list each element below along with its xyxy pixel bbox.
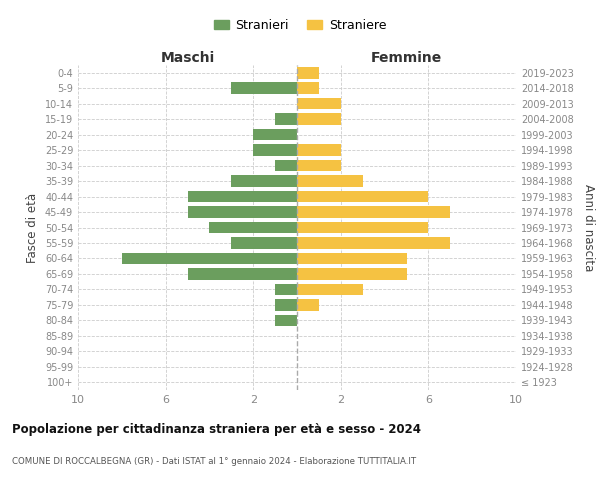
Bar bbox=[209, 222, 297, 234]
Bar bbox=[297, 284, 363, 295]
Bar bbox=[232, 237, 297, 249]
Bar bbox=[232, 176, 297, 187]
Bar bbox=[275, 299, 297, 310]
Bar bbox=[297, 144, 341, 156]
Bar bbox=[297, 252, 407, 264]
Bar bbox=[297, 222, 428, 234]
Bar bbox=[122, 252, 297, 264]
Text: Femmine: Femmine bbox=[371, 51, 442, 65]
Text: Popolazione per cittadinanza straniera per età e sesso - 2024: Popolazione per cittadinanza straniera p… bbox=[12, 422, 421, 436]
Bar bbox=[297, 237, 451, 249]
Bar bbox=[188, 206, 297, 218]
Bar bbox=[297, 98, 341, 110]
Text: Maschi: Maschi bbox=[160, 51, 215, 65]
Bar bbox=[275, 160, 297, 172]
Bar bbox=[253, 144, 297, 156]
Bar bbox=[297, 176, 363, 187]
Bar bbox=[297, 114, 341, 125]
Bar bbox=[297, 268, 407, 280]
Bar bbox=[275, 114, 297, 125]
Bar bbox=[297, 160, 341, 172]
Text: COMUNE DI ROCCALBEGNA (GR) - Dati ISTAT al 1° gennaio 2024 - Elaborazione TUTTIT: COMUNE DI ROCCALBEGNA (GR) - Dati ISTAT … bbox=[12, 458, 416, 466]
Bar bbox=[297, 190, 428, 202]
Bar bbox=[297, 82, 319, 94]
Bar bbox=[275, 314, 297, 326]
Bar bbox=[297, 299, 319, 310]
Legend: Stranieri, Straniere: Stranieri, Straniere bbox=[209, 14, 391, 37]
Y-axis label: Anni di nascita: Anni di nascita bbox=[582, 184, 595, 271]
Bar bbox=[188, 190, 297, 202]
Bar bbox=[188, 268, 297, 280]
Y-axis label: Fasce di età: Fasce di età bbox=[26, 192, 39, 262]
Bar bbox=[253, 129, 297, 140]
Bar bbox=[232, 82, 297, 94]
Bar bbox=[297, 67, 319, 78]
Bar bbox=[297, 206, 451, 218]
Bar bbox=[275, 284, 297, 295]
